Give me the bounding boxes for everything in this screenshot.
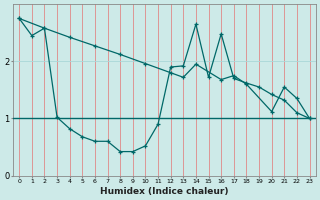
X-axis label: Humidex (Indice chaleur): Humidex (Indice chaleur) [100, 187, 228, 196]
